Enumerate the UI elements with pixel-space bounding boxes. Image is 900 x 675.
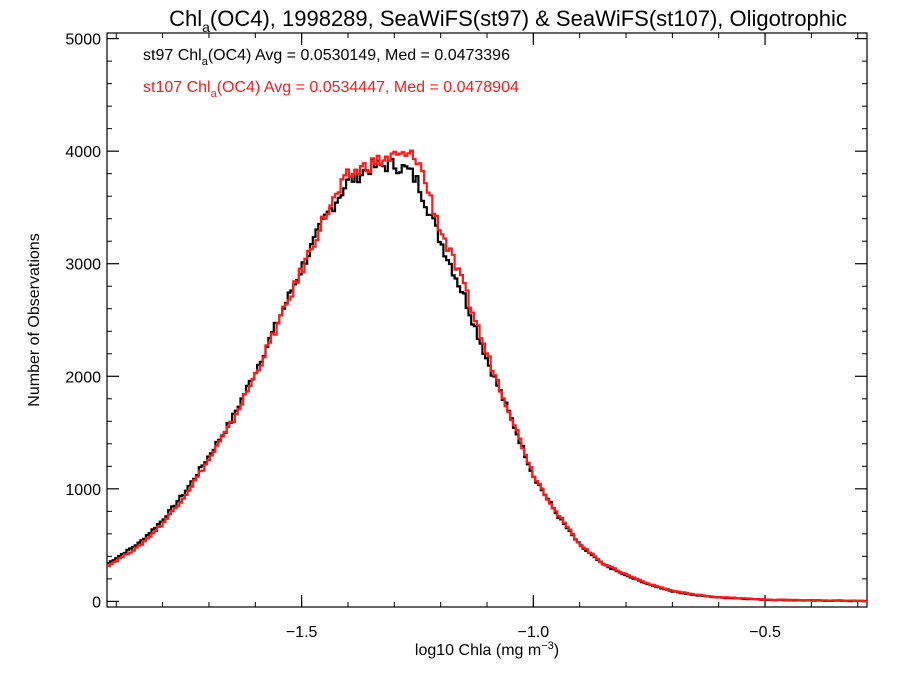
legend-st107-main: st107 Chl (143, 79, 211, 96)
legend-st107-rest: (OC4) Avg = 0.0534447, Med = 0.0478904 (217, 79, 519, 96)
series-line-st107 (107, 149, 867, 603)
series-line-st97 (107, 157, 868, 603)
x-axis-label: log10 Chla (mg m−3) (415, 640, 559, 659)
legend-st97: st97 Chla(OC4) Avg = 0.0530149, Med = 0.… (143, 47, 510, 68)
y-tick-label: 1000 (65, 482, 101, 499)
legend-st97-rest: (OC4) Avg = 0.0530149, Med = 0.0473396 (208, 47, 510, 64)
plot-frame (106, 32, 868, 608)
x-axis-label-main: log10 Chla (mg m (415, 642, 541, 659)
chart-title-subscript: a (202, 19, 210, 35)
y-tick-label: 5000 (65, 32, 101, 49)
x-tick-label: −1.0 (518, 624, 550, 641)
x-tick-label: −1.5 (286, 624, 318, 641)
legend-st107: st107 Chla(OC4) Avg = 0.0534447, Med = 0… (143, 79, 519, 100)
x-axis-ticks: −1.5 −1.0 −0.5 (115, 33, 859, 641)
chart-title-main: Chl (169, 6, 202, 31)
series-group (107, 149, 868, 603)
legend-st97-main: st97 Chl (143, 47, 202, 64)
y-tick-label: 4000 (65, 144, 101, 161)
legend-st107-subscript: a (211, 88, 218, 100)
y-axis-ticks: 0 1000 2000 3000 4000 5000 (65, 32, 867, 611)
y-tick-label: 0 (92, 594, 101, 611)
chart-title: Chla(OC4), 1998289, SeaWiFS(st97) & SeaW… (169, 6, 847, 35)
y-tick-label: 3000 (65, 257, 101, 274)
x-tick-label: −0.5 (749, 624, 781, 641)
x-axis-label-rest: ) (554, 642, 559, 659)
legend-st97-subscript: a (202, 56, 209, 68)
y-axis-label: Number of Observations (26, 233, 43, 406)
x-axis-label-superscript: −3 (541, 640, 554, 652)
y-tick-label: 2000 (65, 369, 101, 386)
chart-title-rest: (OC4), 1998289, SeaWiFS(st97) & SeaWiFS(… (210, 6, 847, 31)
